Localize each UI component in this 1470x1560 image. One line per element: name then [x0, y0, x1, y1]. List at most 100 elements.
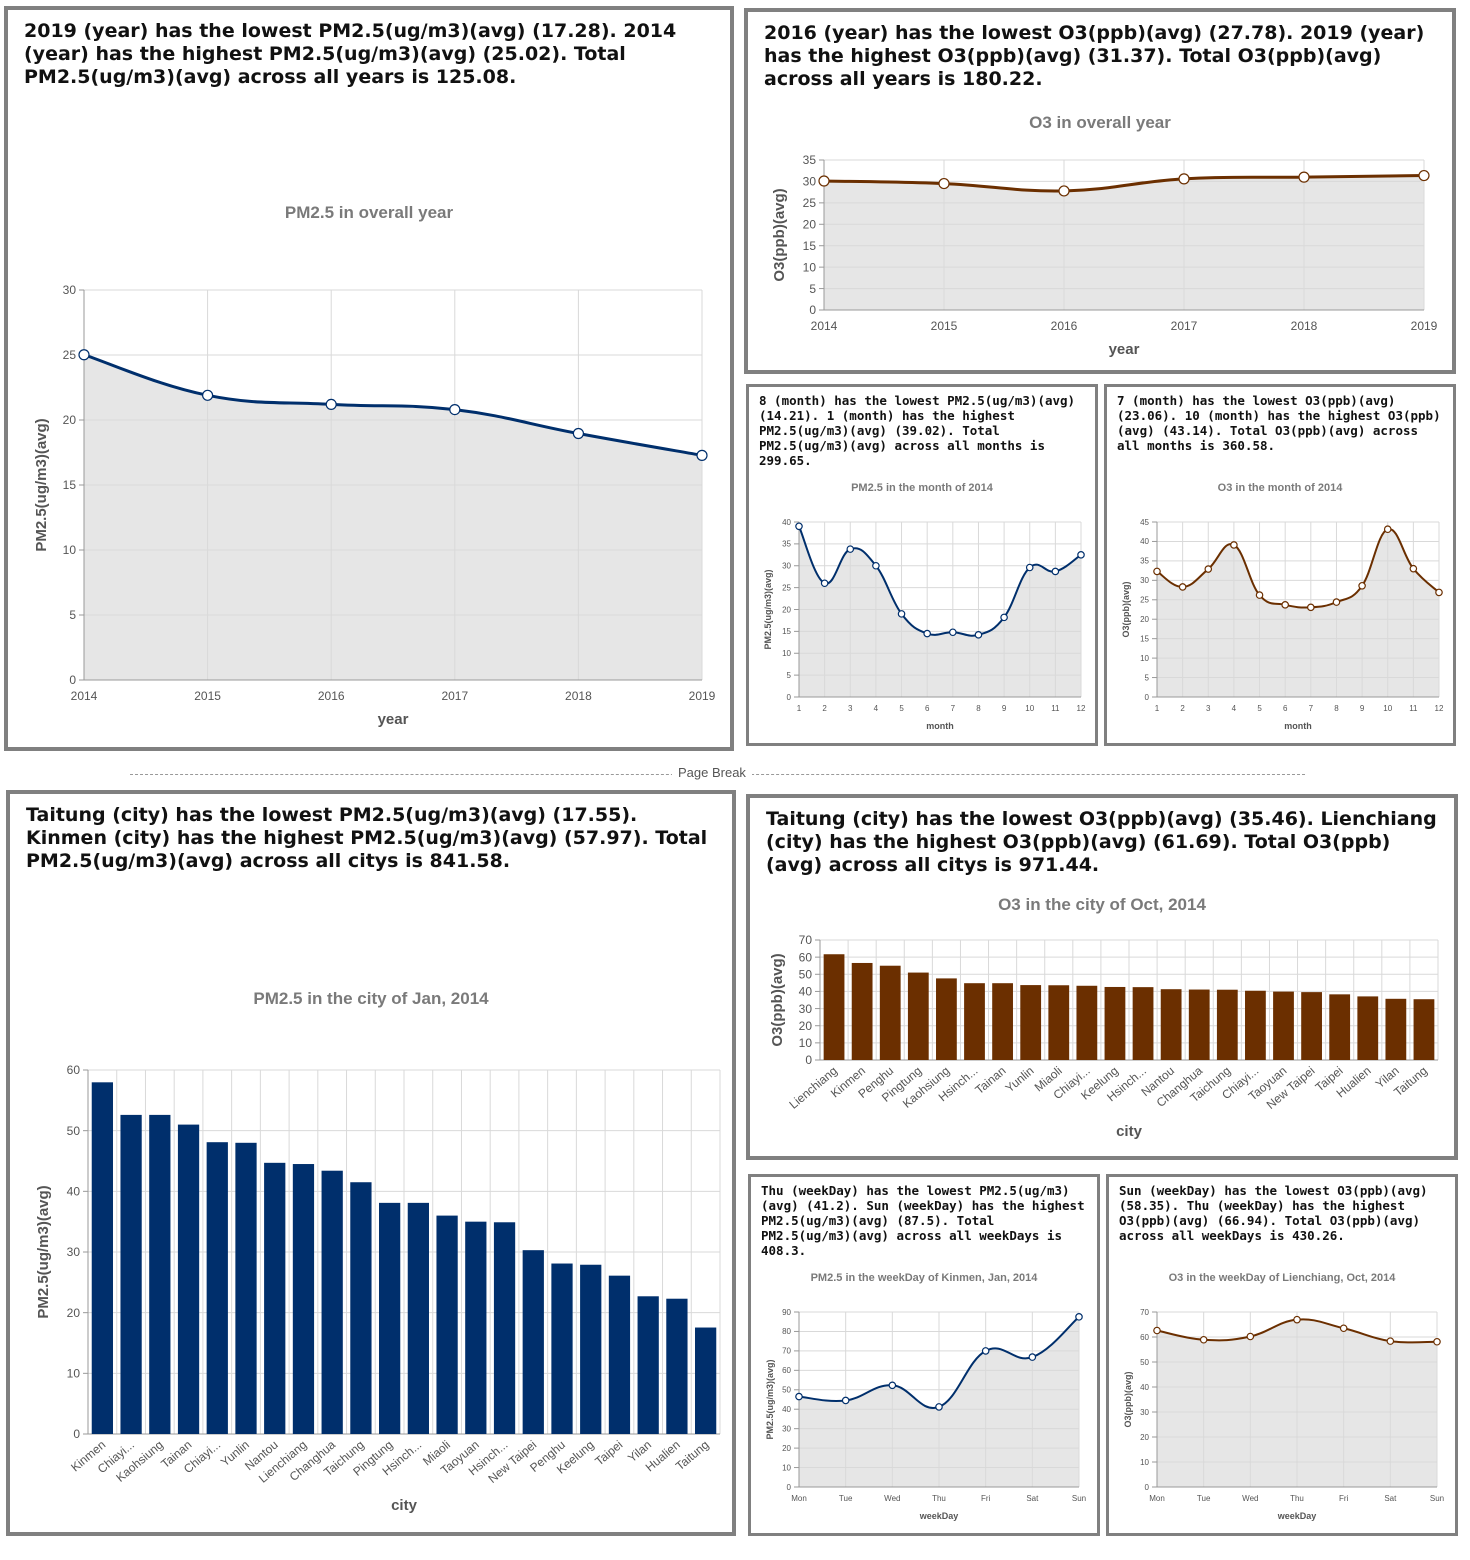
x-tick-label: 6 [925, 704, 930, 713]
bar [1104, 986, 1126, 1060]
y-tick-label: 5 [69, 608, 76, 622]
data-point [1000, 613, 1008, 622]
y-tick-label: 15 [63, 478, 77, 492]
data-point [1332, 598, 1341, 606]
x-tick-label: Sun [1072, 1494, 1086, 1503]
x-tick-label: 2019 [1411, 319, 1438, 333]
summary-text: 2019 (year) has the lowest PM2.5(ug/m3)(… [24, 20, 677, 88]
x-tick-label: 2015 [194, 689, 221, 703]
data-point [1028, 1353, 1037, 1361]
x-tick-label: 3 [1206, 704, 1211, 713]
x-tick-label: 4 [874, 704, 879, 713]
bar [1245, 990, 1266, 1060]
x-tick-label: 2014 [811, 319, 838, 333]
y-tick-label: 0 [1145, 1483, 1150, 1492]
bar [1273, 991, 1294, 1060]
y-tick-label: 10 [782, 649, 791, 658]
y-tick-label: 60 [67, 1063, 81, 1077]
data-point [846, 545, 855, 553]
x-tick-label: Mon [791, 1494, 807, 1503]
summary-text: 7 (month) has the lowest O3(ppb)(avg) (2… [1117, 393, 1441, 453]
data-point [795, 522, 803, 531]
data-point [820, 579, 829, 588]
y-tick-label: 20 [1140, 1433, 1149, 1442]
x-tick-label: 9 [1002, 704, 1007, 713]
bar [1048, 985, 1070, 1060]
bar [1413, 999, 1435, 1060]
data-point [974, 631, 983, 639]
bar [379, 1202, 401, 1434]
x-tick-label: Sat [1026, 1494, 1039, 1503]
x-tick-label: Fri [1339, 1494, 1349, 1503]
data-point [1339, 1324, 1348, 1333]
bar [580, 1264, 602, 1434]
bar [436, 1215, 458, 1434]
y-axis-label: PM2.5(ug/m3)(avg) [765, 1359, 775, 1439]
series-line [823, 174, 1425, 193]
y-tick-label: 0 [73, 1427, 80, 1441]
y-tick-label: 35 [803, 153, 817, 167]
x-axis-label: weekDay [1277, 1511, 1317, 1521]
y-tick-label: 50 [67, 1124, 81, 1138]
bar [1160, 989, 1182, 1060]
y-tick-label: 0 [787, 693, 792, 702]
x-tick-label: 10 [1025, 704, 1034, 713]
data-point [897, 610, 906, 618]
y-axis-label: O3(ppb)(avg) [1121, 582, 1131, 638]
x-tick-label: Fri [981, 1494, 991, 1503]
x-axis-label: year [378, 711, 409, 728]
data-point [1435, 588, 1443, 597]
panel-pm25-weekday: Thu (weekDay) has the lowest PM2.5(ug/m3… [748, 1174, 1100, 1536]
y-tick-label: 50 [782, 1386, 791, 1395]
y-tick-label: 60 [782, 1366, 791, 1375]
y-tick-label: 0 [809, 303, 816, 317]
y-tick-label: 10 [1140, 1458, 1149, 1467]
data-point [818, 175, 830, 187]
x-tick-label: 12 [1077, 704, 1086, 713]
x-axis-label: weekDay [919, 1511, 959, 1521]
data-point [949, 628, 957, 637]
x-tick-label: 2 [822, 704, 827, 713]
data-point [1281, 601, 1289, 609]
y-tick-label: 40 [67, 1185, 81, 1199]
x-tick-label: 8 [976, 704, 981, 713]
x-axis-label: year [1109, 341, 1140, 358]
y-tick-label: 60 [799, 950, 813, 964]
y-tick-label: 20 [67, 1306, 81, 1320]
bar [1329, 994, 1351, 1060]
y-tick-label: 0 [69, 673, 76, 687]
bar [964, 983, 985, 1060]
y-tick-label: 10 [1140, 654, 1149, 663]
data-point [325, 398, 337, 410]
panel-pm25-month: 8 (month) has the lowest PM2.5(ug/m3)(av… [746, 384, 1098, 746]
x-tick-label: 2016 [1051, 319, 1078, 333]
x-axis-label: month [926, 721, 954, 731]
panel-o3-month: 7 (month) has the lowest O3(ppb)(avg) (2… [1104, 384, 1456, 746]
chart-title: PM2.5 in overall year [285, 203, 454, 222]
y-tick-label: 40 [799, 985, 813, 999]
y-tick-label: 35 [782, 540, 791, 549]
data-point [1293, 1315, 1301, 1324]
y-tick-label: 20 [782, 1444, 791, 1453]
y-tick-label: 30 [782, 562, 791, 571]
bar [666, 1298, 688, 1434]
data-point [923, 629, 931, 638]
bar [177, 1124, 200, 1434]
data-point [1153, 567, 1161, 576]
x-tick-label: 2015 [931, 319, 958, 333]
x-tick-label: Wed [1242, 1494, 1258, 1503]
bar [1020, 985, 1042, 1060]
bar [1357, 996, 1379, 1060]
x-tick-label: 4 [1232, 704, 1237, 713]
data-point [1153, 1326, 1161, 1335]
y-axis-label: O3(ppb)(avg) [769, 953, 786, 1046]
data-point [1178, 173, 1190, 185]
y-tick-label: 30 [67, 1245, 81, 1259]
area-fill [84, 354, 702, 680]
y-tick-label: 90 [782, 1308, 791, 1317]
x-tick-label: 8 [1334, 704, 1339, 713]
y-tick-label: 15 [1140, 634, 1149, 643]
summary-text: Thu (weekDay) has the lowest PM2.5(ug/m3… [761, 1183, 1085, 1258]
series-line [83, 353, 703, 457]
y-tick-label: 80 [782, 1327, 791, 1336]
